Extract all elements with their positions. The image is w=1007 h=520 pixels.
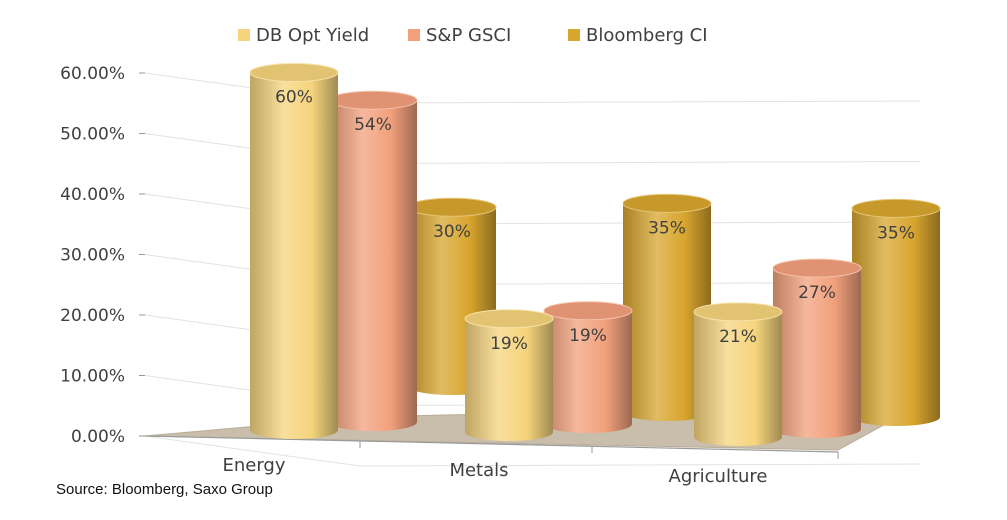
data-label: 27% <box>798 283 836 303</box>
bar-bloomberg-ci-metals <box>622 193 712 421</box>
y-tick-label: 40.00% <box>60 185 125 205</box>
x-tick-label: Metals <box>449 460 508 481</box>
legend-item-s-p-gsci: S&P GSCI <box>408 25 511 46</box>
bar-db-opt-yield-energy <box>249 62 339 439</box>
bar-top <box>328 90 418 110</box>
legend-swatch <box>568 29 580 41</box>
bar-body <box>250 72 338 439</box>
bar-s-p-gsci-metals <box>543 301 633 433</box>
bar-body <box>773 268 861 438</box>
bar-top <box>693 302 783 322</box>
source-note: Source: Bloomberg, Saxo Group <box>56 481 273 498</box>
bar-s-p-gsci-energy <box>328 90 418 431</box>
legend-swatch <box>238 29 250 41</box>
bar-top <box>851 198 941 218</box>
y-tick-label: 50.00% <box>60 125 125 145</box>
bar-body <box>694 311 782 446</box>
labels-layer: 30% 54% 60% 35% 19% 19% 35% 27% 21% Energy Metals A… <box>222 87 914 487</box>
data-label: 35% <box>648 218 686 238</box>
bar-bloomberg-ci-agriculture <box>851 198 941 426</box>
x-axis-line <box>144 435 839 453</box>
y-tick-label: 0.00% <box>71 427 125 447</box>
legend: DB Opt Yield S&P GSCI Bloomberg CI <box>238 25 708 46</box>
y-tick-label: 20.00% <box>60 306 125 326</box>
data-label: 21% <box>719 327 757 347</box>
data-label: 60% <box>275 87 313 107</box>
legend-label: DB Opt Yield <box>256 25 369 46</box>
bar-db-opt-yield-agriculture <box>693 302 783 446</box>
bar-body <box>465 318 553 441</box>
bars-layer <box>249 62 941 446</box>
y-tick-label: 60.00% <box>60 64 125 84</box>
grid-layer: 0.00% 10.00% 20.00% 30.00% 40.00% 50.00% 60.00… <box>60 64 921 467</box>
bar-body <box>329 100 417 431</box>
data-label: 35% <box>877 223 915 243</box>
y-tick-label: 30.00% <box>60 246 125 266</box>
legend-label: Bloomberg CI <box>586 25 708 46</box>
bar-top <box>249 62 339 82</box>
bar-db-opt-yield-metals <box>464 309 554 441</box>
data-label: 19% <box>569 326 607 346</box>
bar-body <box>852 208 940 426</box>
data-label: 54% <box>354 115 392 135</box>
bar-top <box>772 258 862 278</box>
y-tick-label: 10.00% <box>60 367 125 387</box>
x-tick-label: Energy <box>222 455 285 476</box>
legend-label: S&P GSCI <box>426 25 511 46</box>
x-tick-label: Agriculture <box>669 466 768 487</box>
bar-top <box>464 309 554 329</box>
legend-item-db-opt-yield: DB Opt Yield <box>238 25 369 46</box>
data-label: 30% <box>433 222 471 242</box>
bar-top <box>407 197 497 217</box>
gridline <box>144 435 921 467</box>
legend-item-bloomberg-ci: Bloomberg CI <box>568 25 708 46</box>
bar-top <box>622 193 712 213</box>
bar-top <box>543 301 633 321</box>
data-label: 19% <box>490 334 528 354</box>
legend-swatch <box>408 29 420 41</box>
bar-body <box>623 203 711 421</box>
bar-body <box>544 310 632 433</box>
bar-s-p-gsci-agriculture <box>772 258 862 438</box>
